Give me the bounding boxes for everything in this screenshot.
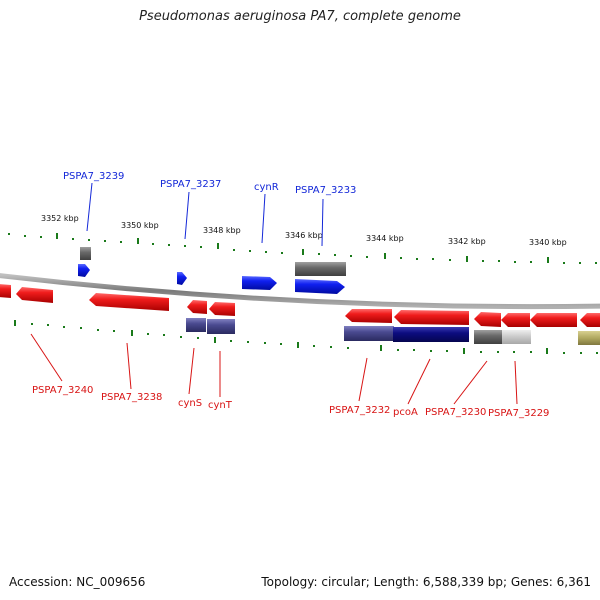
scale-labels: 3352 kbp 3350 kbp 3348 kbp 3346 kbp 3344… [41,214,567,247]
gene-label-PSPA7_3230[interactable]: PSPA7_3230 [425,407,486,418]
gene-label-PSPA7_3239[interactable]: PSPA7_3239 [63,171,124,182]
gene-label-cynS[interactable]: cynS [178,398,202,409]
gene-arrow-right-1[interactable] [530,313,577,327]
gene-label-PSPA7_3229[interactable]: PSPA7_3229 [488,408,549,419]
gene-label-cynT[interactable]: cynT [208,400,233,411]
gene-label-PSPA7_3232[interactable]: PSPA7_3232 [329,405,390,416]
gene-arrow-PSPA7_3238[interactable] [89,293,169,311]
gene-arrow-left-edge[interactable] [0,284,11,298]
gene-arrow-PSPA7_3233[interactable] [295,279,345,294]
gene-arrow-PSPA7_3230[interactable] [474,312,501,327]
genome-summary-text: Topology: circular; Length: 6,588,339 bp… [261,575,591,589]
scale-label: 3344 kbp [366,234,404,243]
scale-label: 3348 kbp [203,226,241,235]
accession-text: Accession: NC_009656 [9,575,146,589]
gene-arrow-pcoA[interactable] [394,310,469,325]
gene-arrow-PSPA7_3237[interactable] [177,272,187,285]
gene-arrow-PSPA7_3240[interactable] [16,287,53,303]
scale-label: 3350 kbp [121,221,159,230]
gene-label-PSPA7_3237[interactable]: PSPA7_3237 [160,179,221,190]
gene-feature-pcoA-navy[interactable] [393,327,469,342]
gene-arrow-right-edge[interactable] [580,313,600,327]
gene-arrow-PSPA7_3229[interactable] [501,313,530,327]
gene-arrow-cynR[interactable] [242,276,277,290]
gene-feature-cynT-slate[interactable] [207,319,235,334]
scale-label: 3340 kbp [529,238,567,247]
genome-backbone [0,273,600,310]
gene-feature-PSPA7_3239-ncrna[interactable] [80,247,91,260]
inner-scale-ticks [14,320,598,354]
scale-label: 3342 kbp [448,237,486,246]
gene-label-cynR[interactable]: cynR [254,182,279,193]
forward-strand-features [78,247,346,294]
scale-label: 3346 kbp [285,231,323,240]
forward-gene-labels: PSPA7_3239 PSPA7_3237 cynR PSPA7_3233 [63,171,356,196]
gene-arrow-PSPA7_3239[interactable] [78,264,90,277]
reverse-label-leaders [30,333,518,405]
gene-label-PSPA7_3233[interactable]: PSPA7_3233 [295,185,356,196]
gene-arrow-cynS[interactable] [187,300,207,314]
reverse-gene-labels: PSPA7_3240 PSPA7_3238 cynS cynT PSPA7_32… [32,385,549,419]
scale-label: 3352 kbp [41,214,79,223]
gene-label-PSPA7_3238[interactable]: PSPA7_3238 [101,392,162,403]
gene-label-PSPA7_3240[interactable]: PSPA7_3240 [32,385,93,396]
gene-feature-olive[interactable] [578,331,600,345]
forward-label-leaders [86,182,324,247]
gene-feature-cynS-slate[interactable] [186,318,206,332]
gene-feature-PSPA7_3229-lightgray[interactable] [502,330,531,344]
gene-feature-PSPA7_3233-ncrna[interactable] [295,262,346,276]
reverse-strand-features [0,284,600,345]
gene-arrow-PSPA7_3232[interactable] [345,309,392,323]
gene-feature-PSPA7_3232-slate[interactable] [344,326,394,341]
gene-label-pcoA[interactable]: pcoA [393,407,418,418]
gene-feature-PSPA7_3230-gray[interactable] [474,330,502,344]
genome-title: Pseudomonas aeruginosa PA7, complete gen… [139,9,461,24]
outer-scale-ticks [8,233,597,264]
gene-arrow-cynT[interactable] [209,302,235,316]
